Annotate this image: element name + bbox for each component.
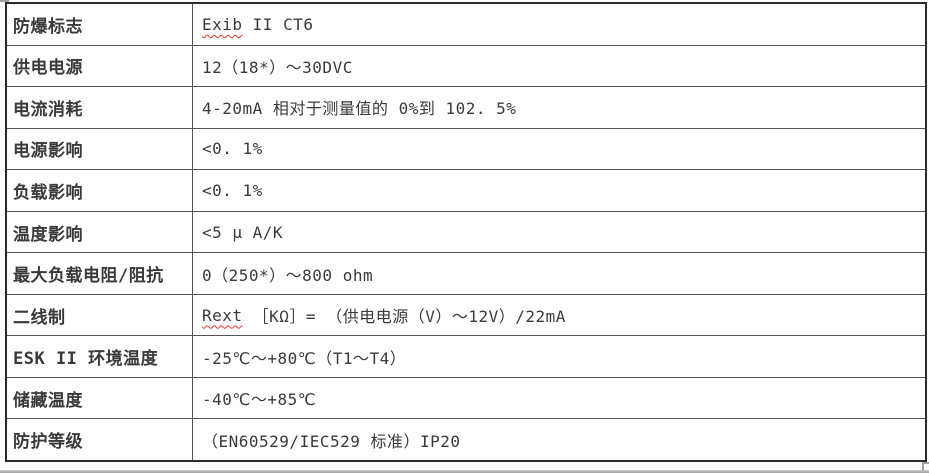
table-row: 储藏温度 -40℃～+85℃ [7, 376, 925, 419]
spec-label: 温度影响 [13, 224, 83, 245]
table-row: 最大负载电阻/阻抗 0（250*）～800 ohm [7, 252, 925, 294]
spec-value-cell: -25℃～+80℃（T1～T4） [193, 336, 925, 377]
spec-value: -40℃～+85℃ [202, 390, 317, 410]
spec-value: 4-20mA 相对于测量值的 0%到 102. 5% [202, 99, 517, 119]
spec-label: 储藏温度 [13, 390, 83, 411]
table-resize-handle-icon[interactable] [922, 462, 929, 470]
table-row: 供电电源 12（18*）～30DVC [7, 44, 925, 87]
spec-value-cell: 4-20mA 相对于测量值的 0%到 102. 5% [193, 87, 925, 128]
spec-label-cell: 负载影响 [7, 170, 193, 211]
spec-label: 最大负载电阻/阻抗 [13, 266, 164, 287]
spec-label-cell: 防爆标志 [7, 4, 193, 45]
spec-value: II CT6 [242, 14, 314, 34]
spec-value-cell: -40℃～+85℃ [193, 378, 925, 419]
spec-label-cell: 储藏温度 [7, 377, 193, 419]
spec-value: -25℃～+80℃（T1～T4） [202, 348, 407, 368]
spec-label: 供电电源 [13, 58, 83, 79]
spec-value-cell: 0（250*）～800 ohm [193, 253, 925, 294]
spec-label-cell: 二线制 [7, 294, 193, 336]
spec-value-cell: （EN60529/IEC529 标准）IP20 [193, 419, 925, 460]
spec-value-cell: <0. 1% [193, 170, 925, 211]
table-row: 温度影响 <5 μ A/K [7, 210, 925, 253]
spec-label: 二线制 [13, 307, 66, 328]
spec-value: <0. 1% [202, 180, 263, 200]
table-row: 防爆标志 Exib II CT6 [7, 4, 925, 45]
spec-value: ［KΩ］= （供电电源（V）～12V）/22mA [242, 307, 566, 327]
table-row: ESK II 环境温度 -25℃～+80℃（T1～T4） [7, 335, 925, 377]
table-row: 二线制 Rext ［KΩ］= （供电电源（V）～12V）/22mA [7, 293, 925, 336]
spec-label-cell: 最大负载电阻/阻抗 [7, 253, 193, 294]
spec-label: 防护等级 [13, 432, 83, 453]
spec-label-cell: ESK II 环境温度 [7, 336, 193, 377]
spec-value-cell: Exib II CT6 [193, 4, 925, 45]
spec-table: 防爆标志 Exib II CT6 供电电源 12（18*）～30DVC 电流消耗… [5, 2, 927, 462]
misspelled-word: Rext [202, 305, 243, 325]
spec-label: 负载影响 [13, 182, 83, 203]
table-row: 电源影响 <0. 1% [7, 127, 925, 170]
spec-value-cell: <5 μ A/K [193, 212, 925, 253]
spec-value: 12（18*）～30DVC [202, 57, 353, 77]
spec-label: ESK II 环境温度 [13, 349, 159, 370]
misspelled-word: Exib [202, 14, 243, 34]
spec-label: 电源影响 [13, 141, 83, 162]
spec-label-cell: 温度影响 [7, 211, 193, 253]
spec-label: 防爆标志 [13, 16, 83, 37]
spec-value: （EN60529/IEC529 标准）IP20 [202, 431, 461, 451]
spec-label: 电流消耗 [13, 99, 83, 120]
spec-value: <5 μ A/K [202, 222, 284, 242]
spec-value-cell: Rext ［KΩ］= （供电电源（V）～12V）/22mA [193, 295, 925, 336]
spec-value: 0（250*）～800 ohm [202, 265, 374, 285]
spec-value-cell: <0. 1% [193, 129, 925, 170]
spec-label-cell: 防护等级 [7, 419, 193, 461]
spec-label-cell: 供电电源 [7, 45, 193, 87]
spec-value: <0. 1% [202, 139, 263, 159]
table-row: 电流消耗 4-20mA 相对于测量值的 0%到 102. 5% [7, 86, 925, 128]
spec-value-cell: 12（18*）～30DVC [193, 46, 925, 87]
table-row: 负载影响 <0. 1% [7, 169, 925, 211]
spec-label-cell: 电流消耗 [7, 87, 193, 128]
bottom-edge-strip [0, 470, 929, 473]
table-row: 防护等级 （EN60529/IEC529 标准）IP20 [7, 418, 925, 461]
spec-label-cell: 电源影响 [7, 128, 193, 170]
